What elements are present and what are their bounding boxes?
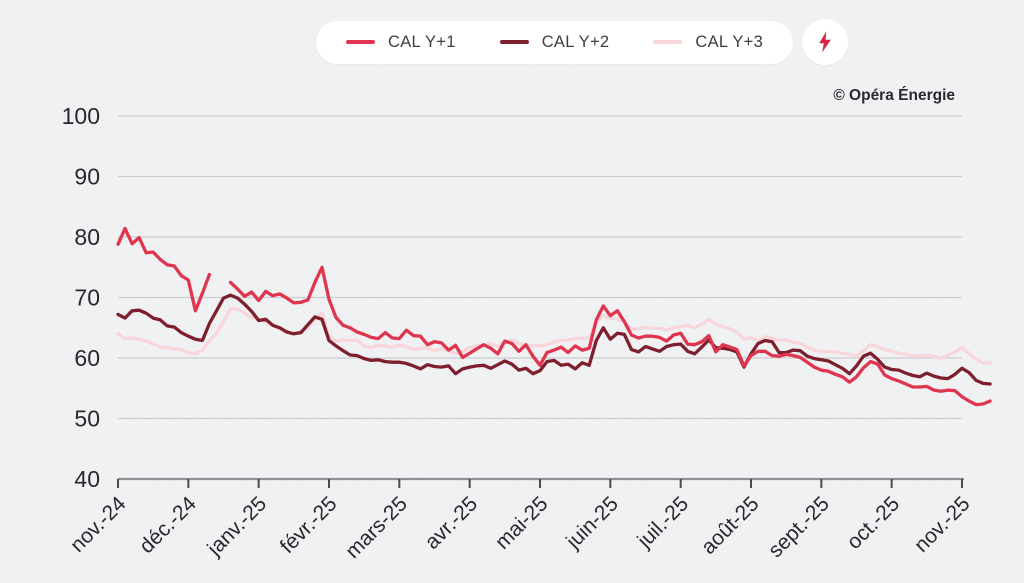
x-axis (117, 477, 964, 488)
series-line-cal-y-1 (116, 226, 992, 407)
legend-item-label: CAL Y+3 (695, 32, 764, 51)
x-tick-label: mars-25 (341, 492, 412, 563)
y-tick-label: 40 (74, 466, 100, 492)
series-line-cal-y-3 (116, 307, 992, 366)
x-tick-label: févr.-25 (276, 492, 342, 558)
y-tick-label: 90 (74, 164, 100, 190)
cal-y3-swatch-icon (653, 40, 683, 44)
y-tick-label: 50 (74, 406, 100, 432)
legend-item-label: CAL Y+2 (541, 32, 610, 51)
y-tick-label: 80 (74, 224, 100, 250)
cal-y1-swatch-icon (346, 40, 375, 44)
y-gridlines (118, 115, 962, 420)
x-tick-label: juin-25 (561, 492, 623, 554)
legend-item-cal-y3[interactable]: CAL Y+3 (653, 33, 763, 52)
legend-pill: CAL Y+1 CAL Y+2 CAL Y+3 (316, 20, 794, 64)
lightning-badge (802, 19, 849, 65)
lightning-icon (819, 31, 831, 53)
copyright-attribution: © Opéra Énergie (833, 87, 955, 104)
x-tick-label: janv.-25 (203, 492, 272, 561)
y-axis-labels: 40 50 60 70 80 90 100 (62, 103, 100, 492)
x-tick-label: oct.-25 (843, 492, 905, 554)
x-tick-label: août-25 (697, 492, 764, 559)
x-tick-label: avr.-25 (421, 492, 483, 554)
legend-item-cal-y2[interactable]: CAL Y+2 (499, 32, 610, 52)
series-line-cal-y-2 (116, 293, 992, 386)
x-tick-label: nov.-24 (66, 492, 131, 557)
x-axis-labels: nov.-24 déc.-24 janv.-25 févr.-25 mars-25 avr… (66, 492, 975, 563)
x-tick-label: nov.-25 (910, 492, 975, 557)
series-lines (116, 226, 992, 407)
legend-item-cal-y1[interactable]: CAL Y+1 (346, 33, 456, 52)
x-tick-label: déc.-24 (135, 492, 201, 558)
x-tick-label: sept.-25 (764, 492, 834, 562)
y-tick-label: 100 (62, 103, 100, 129)
cal-y2-swatch-icon (499, 40, 529, 44)
y-tick-label: 60 (74, 345, 100, 371)
x-tick-label: mai-25 (491, 492, 553, 554)
x-tick-label: juil.-25 (632, 492, 693, 553)
legend-item-label: CAL Y+1 (388, 32, 456, 51)
legend: CAL Y+1 CAL Y+2 CAL Y+3 (316, 19, 849, 65)
y-tick-label: 70 (74, 285, 100, 311)
